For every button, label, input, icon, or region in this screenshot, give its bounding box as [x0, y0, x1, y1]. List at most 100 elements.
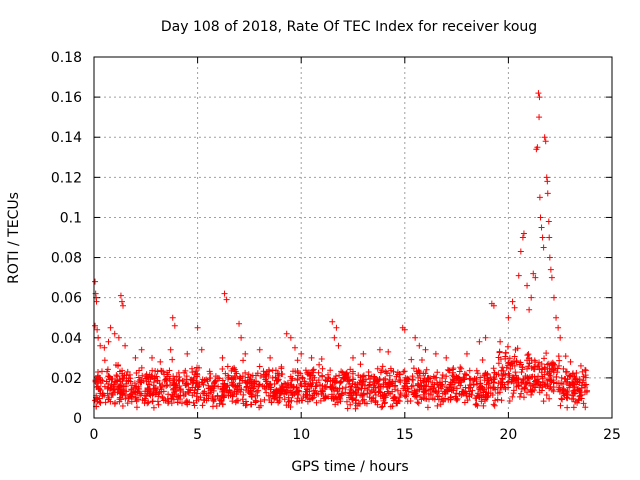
data-point [389, 378, 396, 385]
data-point [192, 368, 199, 375]
data-point [496, 389, 503, 396]
data-point [182, 382, 189, 389]
data-point [338, 368, 345, 375]
data-point [141, 400, 148, 407]
x-tick-label: 25 [603, 427, 621, 443]
data-point [194, 324, 201, 331]
data-point [434, 393, 441, 400]
data-point [95, 368, 102, 375]
data-point [509, 393, 516, 400]
data-point [183, 380, 190, 387]
grid-lines [94, 57, 612, 418]
data-point [224, 389, 231, 396]
data-point [96, 374, 103, 381]
data-point [506, 398, 513, 405]
data-point [312, 387, 319, 394]
data-point [477, 380, 484, 387]
data-point [361, 400, 368, 407]
data-point [224, 363, 231, 370]
data-point [92, 322, 99, 329]
data-point [256, 346, 263, 353]
data-point [366, 394, 373, 401]
data-point [520, 394, 527, 401]
data-point [408, 383, 415, 390]
data-point [449, 376, 456, 383]
data-point [184, 350, 191, 357]
data-point [547, 377, 554, 384]
data-point [117, 292, 124, 299]
data-point [214, 392, 221, 399]
data-point [513, 375, 520, 382]
data-point [251, 380, 258, 387]
data-point [582, 366, 589, 373]
data-point [149, 367, 156, 374]
data-point [355, 386, 362, 393]
data-point [518, 369, 525, 376]
data-point [211, 382, 218, 389]
data-point [546, 254, 553, 261]
data-point [221, 290, 228, 297]
data-point [107, 374, 114, 381]
data-point [414, 380, 421, 387]
data-point [376, 375, 383, 382]
data-point [289, 392, 296, 399]
data-point [170, 396, 177, 403]
data-point [521, 385, 528, 392]
data-point [349, 380, 356, 387]
data-point [499, 381, 506, 388]
x-tick-label: 20 [499, 427, 517, 443]
data-point [307, 381, 314, 388]
data-point [425, 396, 432, 403]
y-tick-label: 0.02 [51, 371, 82, 387]
data-point [525, 363, 532, 370]
data-point [206, 375, 213, 382]
data-point [235, 397, 242, 404]
data-point [229, 382, 236, 389]
data-point [104, 366, 111, 373]
data-point [268, 399, 275, 406]
data-point [562, 388, 569, 395]
data-point [385, 348, 392, 355]
x-axis-ticks: 0 5 10 15 20 25 [90, 57, 621, 443]
data-point [505, 314, 512, 321]
data-point [279, 371, 286, 378]
data-point [582, 389, 589, 396]
data-point [255, 383, 262, 390]
data-point [454, 395, 461, 402]
data-point [445, 384, 452, 391]
data-point [401, 382, 408, 389]
data-point [102, 399, 109, 406]
data-point [287, 404, 294, 411]
y-tick-label: 0.08 [51, 251, 82, 267]
y-axis-ticks: 0 0.02 0.04 0.06 0.08 0.1 0.12 0.14 0.16 0.18 [51, 50, 612, 427]
data-point [352, 397, 359, 404]
data-point [116, 368, 123, 375]
data-point [101, 383, 108, 390]
data-point [550, 384, 557, 391]
data-point [104, 390, 111, 397]
data-point [360, 391, 367, 398]
data-point [199, 402, 206, 409]
data-point [536, 359, 543, 366]
data-point [194, 390, 201, 397]
data-point [472, 395, 479, 402]
data-point [511, 353, 518, 360]
data-point [308, 370, 315, 377]
data-point [267, 354, 274, 361]
data-point [553, 373, 560, 380]
data-point [484, 392, 491, 399]
data-point [453, 385, 460, 392]
data-point [344, 376, 351, 383]
data-point [544, 190, 551, 197]
data-point [566, 380, 573, 387]
data-point [408, 356, 415, 363]
data-point [174, 384, 181, 391]
data-point [545, 218, 552, 225]
data-point [209, 403, 216, 410]
data-point [101, 344, 108, 351]
data-point [360, 378, 367, 385]
data-point [283, 389, 290, 396]
data-point [154, 378, 161, 385]
data-point [195, 396, 202, 403]
